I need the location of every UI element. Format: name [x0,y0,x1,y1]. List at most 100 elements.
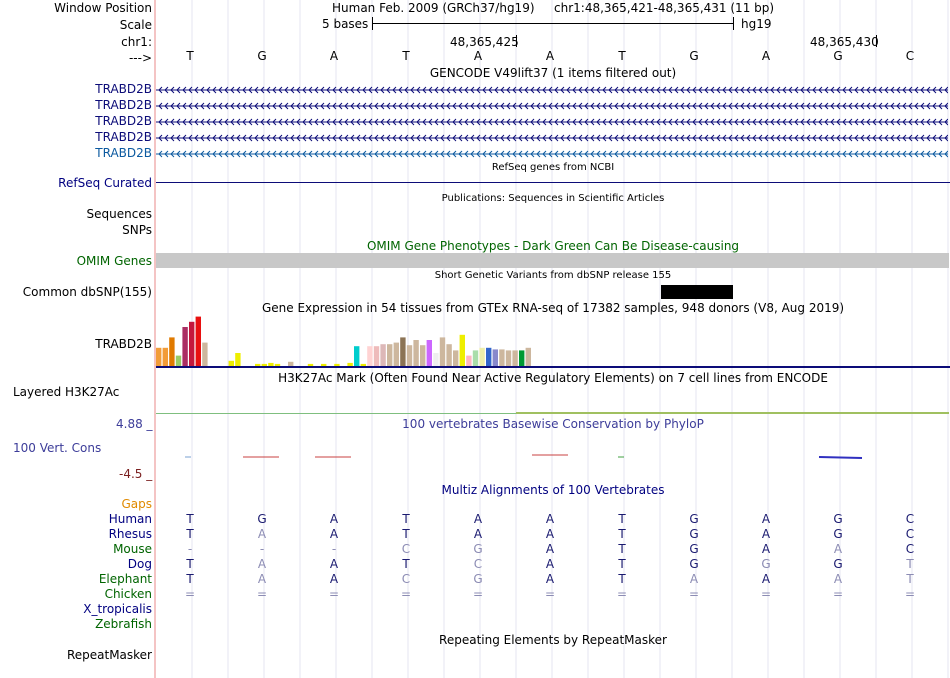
gaps-label[interactable]: Gaps [121,497,152,511]
multiz-base: G [473,542,483,556]
phylop-label[interactable]: 100 Vert. Cons [13,441,102,455]
multiz-base: = [904,587,916,601]
multiz-base: A [545,527,555,541]
multiz-base: T [906,572,914,586]
multiz-base: = [616,587,628,601]
gtex-tissue-bar [420,345,426,366]
coord-label-1: 48,365,425 [450,35,519,49]
omim-label[interactable]: OMIM Genes [76,254,152,268]
gtex-label[interactable]: TRABD2B [95,337,152,351]
h3k27ac-label[interactable]: Layered H3K27Ac [13,385,120,399]
multiz-species-label[interactable]: Chicken [104,587,152,601]
omim-feature-bar[interactable] [156,253,949,268]
assembly-name[interactable]: Human Feb. 2009 (GRCh37/hg19) [332,1,535,15]
gtex-chart[interactable] [156,314,536,367]
dbsnp-variant[interactable] [661,285,733,299]
gtex-tissue-bar [189,321,195,366]
dbsnp-title: Short Genetic Variants from dbSNP releas… [434,270,672,281]
gtex-tissue-bar [182,327,188,366]
gencode-gene-label[interactable]: TRABD2B [95,146,152,160]
sequence-base: T [186,49,194,63]
multiz-base: A [545,512,555,526]
refseq-label[interactable]: RefSeq Curated [58,176,152,190]
gtex-tissue-bar [453,350,459,366]
scale-bar-right-tick [733,17,734,30]
multiz-species-label[interactable]: Zebrafish [95,617,152,631]
h3k27ac-signal-left [156,413,516,414]
gtex-tissue-bar [466,355,472,366]
multiz-base: C [905,527,915,541]
multiz-base: C [905,512,915,526]
chrom-label: chr1: [121,35,152,49]
scale-bar-left-tick [372,17,373,30]
omim-title: OMIM Gene Phenotypes - Dark Green Can Be… [366,239,740,253]
gtex-tissue-bar [288,361,294,366]
gencode-gene-label[interactable]: TRABD2B [95,98,152,112]
repeatmasker-label[interactable]: RepeatMasker [66,648,152,662]
gtex-tissue-bar [175,355,182,366]
gencode-gene-label[interactable]: TRABD2B [95,82,152,96]
gencode-gene-track[interactable] [156,133,948,143]
gtex-baseline [156,366,950,368]
multiz-base: A [545,572,555,586]
sequence-base: T [618,49,626,63]
multiz-species-label[interactable]: X_tropicalis [83,602,152,616]
gtex-tissue-bar [446,344,452,366]
multiz-base: A [833,572,843,586]
gtex-title: Gene Expression in 54 tissues from GTEx … [261,301,845,315]
multiz-species-label[interactable]: Dog [127,557,152,571]
multiz-base: A [833,542,843,556]
gtex-tissue-bar [380,344,386,366]
multiz-base: T [906,557,914,571]
scale-db: hg19 [741,17,772,31]
phylop-max: 4.88 _ [116,417,153,431]
multiz-base: C [473,557,483,571]
multiz-species-label[interactable]: Elephant [98,572,152,586]
multiz-base: A [473,527,483,541]
gtex-tissue-bar [426,340,432,366]
multiz-base: T [618,527,626,541]
gtex-tissue-bar [505,350,512,366]
multiz-species-label[interactable]: Mouse [113,542,152,556]
multiz-base: A [257,557,267,571]
gencode-gene-track[interactable] [156,101,948,111]
gtex-tissue-bar [307,363,314,366]
multiz-base: T [402,527,410,541]
h3k27ac-signal-right [516,412,949,414]
gtex-tissue-bar [261,363,267,366]
refseq-gene-line[interactable] [156,182,950,183]
publications-label-sequences[interactable]: Sequences [86,207,152,221]
multiz-base: T [186,557,194,571]
gtex-tissue-bar [479,347,485,366]
gencode-gene-track[interactable] [156,85,948,95]
multiz-species-label[interactable]: Human [108,512,152,526]
scale-label: Scale [119,18,152,32]
gencode-gene-track[interactable] [156,149,948,159]
dbsnp-label[interactable]: Common dbSNP(155) [22,285,152,299]
gtex-tissue-bar [406,345,413,366]
gtex-tissue-bar [268,362,274,366]
multiz-base: A [761,527,771,541]
gtex-tissue-bar [367,346,373,366]
multiz-species-label[interactable]: Rhesus [108,527,152,541]
gtex-tissue-bar [393,342,399,366]
multiz-base: G [761,557,771,571]
multiz-base: A [689,572,699,586]
multiz-base: = [760,587,772,601]
multiz-base: A [257,527,267,541]
multiz-base: T [618,557,626,571]
phylop-signal [185,454,863,459]
gencode-gene-label[interactable]: TRABD2B [95,130,152,144]
scale-text: 5 bases [322,17,369,31]
multiz-base: G [689,512,699,526]
publications-label-snps[interactable]: SNPs [122,223,152,237]
gencode-gene-label[interactable]: TRABD2B [95,114,152,128]
phylop-title: 100 vertebrates Basewise Conservation by… [402,417,704,431]
multiz-base: - [187,542,193,556]
gencode-gene-track[interactable] [156,117,948,127]
position-readout[interactable]: chr1:48,365,421-48,365,431 (11 bp) [554,1,775,15]
gencode-title[interactable]: GENCODE V49lift37 (1 items filtered out) [429,66,677,80]
sequence-base: G [257,49,267,63]
multiz-base: = [688,587,700,601]
multiz-base: G [689,527,699,541]
